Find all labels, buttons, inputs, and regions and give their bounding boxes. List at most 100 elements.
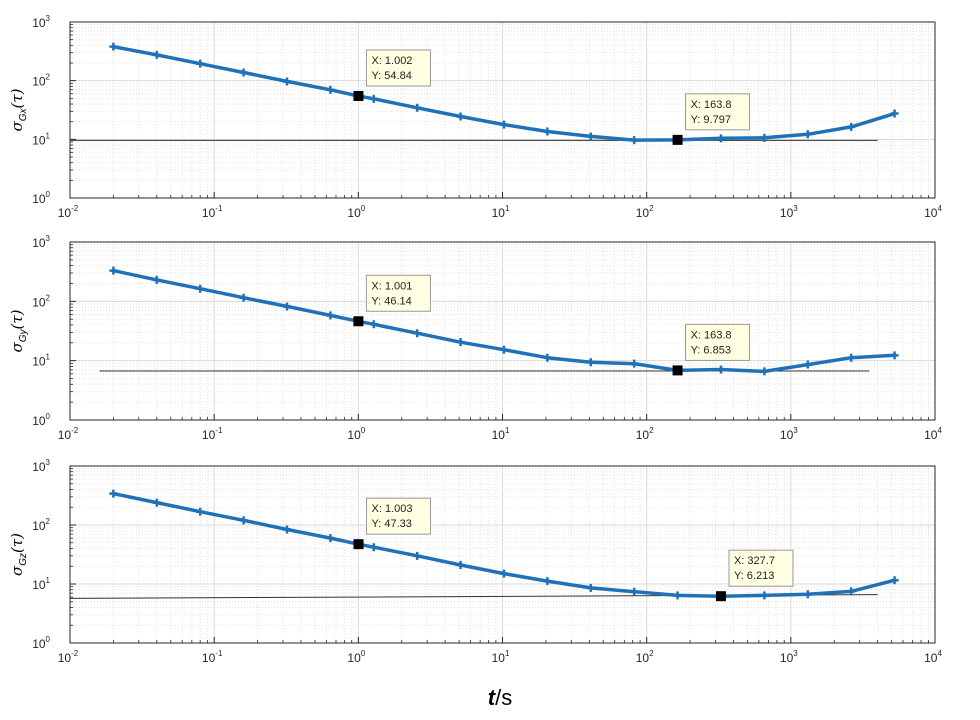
data-point xyxy=(630,587,639,596)
x-axis-label: t/s xyxy=(488,685,512,710)
datatip-y-label: Y: 46.14 xyxy=(371,295,411,307)
panel-2: 10-2 10-1 100 101 102 103 104 100 101 102 103 σGy(τ… xyxy=(8,234,942,442)
datatip-x-label: X: 327.7 xyxy=(734,555,775,567)
x-tick-label: 102 xyxy=(636,204,654,220)
datatip-box xyxy=(728,549,794,587)
x-tick-label: 101 xyxy=(492,426,510,442)
data-point xyxy=(413,103,422,112)
data-point xyxy=(673,591,682,600)
data-point xyxy=(499,120,508,129)
data-point xyxy=(413,551,422,560)
x-tick-label: 101 xyxy=(492,204,510,220)
x-tick-label: 102 xyxy=(636,649,654,665)
x-tick-label: 100 xyxy=(347,204,365,220)
x-tick-label: 10-1 xyxy=(202,204,223,220)
x-tick-label: 103 xyxy=(780,649,798,665)
data-point xyxy=(760,133,769,142)
data-point xyxy=(890,351,899,360)
y-tick-label: 101 xyxy=(32,353,50,369)
data-point xyxy=(760,367,769,376)
x-tick-label: 100 xyxy=(347,426,365,442)
y-axis-label: σGy(τ) xyxy=(8,309,29,352)
data-point xyxy=(369,320,378,329)
datatip-box xyxy=(365,274,431,312)
x-tick-label: 104 xyxy=(924,426,942,442)
data-point xyxy=(630,359,639,368)
x-tick-label: 103 xyxy=(780,204,798,220)
data-point xyxy=(543,577,552,586)
data-point xyxy=(196,284,205,293)
data-point xyxy=(803,130,812,139)
data-point xyxy=(413,329,422,338)
datatip-x-label: X: 163.8 xyxy=(691,329,732,341)
series-line xyxy=(113,44,896,142)
data-point xyxy=(282,77,291,86)
y-tick-label: 102 xyxy=(32,293,50,309)
x-tick-label: 10-2 xyxy=(58,649,79,665)
y-tick-label: 101 xyxy=(32,131,50,147)
x-tick-label: 103 xyxy=(780,426,798,442)
x-tick-label: 104 xyxy=(924,649,942,665)
datatip-y-label: Y: 6.853 xyxy=(691,344,731,356)
datatip-marker xyxy=(353,539,364,550)
data-point xyxy=(456,338,465,347)
y-tick-label: 101 xyxy=(32,576,50,592)
data-point xyxy=(456,560,465,569)
datatip-box xyxy=(685,93,751,131)
data-point xyxy=(239,68,248,77)
data-point xyxy=(326,85,335,94)
data-point xyxy=(196,507,205,516)
x-tick-label: 104 xyxy=(924,204,942,220)
data-point xyxy=(369,543,378,552)
panel-1: 10-2 10-1 100 101 102 103 104 100 101 102 103 σGx(τ… xyxy=(8,14,942,220)
series-line xyxy=(113,268,895,374)
data-point xyxy=(109,266,118,275)
datatip-marker xyxy=(353,316,364,327)
panel-3: 10-2 10-1 100 101 102 103 104 100 101 102 103 σGz(τ… xyxy=(8,458,942,665)
data-point xyxy=(803,590,812,599)
data-point xyxy=(890,109,899,118)
data-point xyxy=(282,525,291,534)
x-tick-label: 101 xyxy=(492,649,510,665)
data-point xyxy=(543,127,552,136)
data-point xyxy=(369,94,378,103)
datatip-marker xyxy=(353,90,364,101)
datatip-box xyxy=(365,49,431,87)
datatip-box xyxy=(366,497,432,535)
data-point xyxy=(847,122,856,131)
data-point xyxy=(760,591,769,600)
data-point xyxy=(499,345,508,354)
y-tick-label: 102 xyxy=(32,517,50,533)
data-point xyxy=(196,59,205,68)
x-tick-label: 10-1 xyxy=(202,649,223,665)
y-tick-label: 100 xyxy=(32,635,50,651)
data-point xyxy=(630,136,639,145)
y-tick-label: 100 xyxy=(32,412,50,428)
data-point xyxy=(847,353,856,362)
data-point xyxy=(586,358,595,367)
y-tick-label: 102 xyxy=(32,73,50,89)
data-point xyxy=(239,293,248,302)
data-point xyxy=(326,311,335,320)
data-point xyxy=(152,50,161,59)
datatip-marker xyxy=(672,134,683,145)
grid xyxy=(70,242,935,420)
data-point xyxy=(152,498,161,507)
data-point xyxy=(847,587,856,596)
y-axis-label: σGz(τ) xyxy=(8,533,29,576)
series-line xyxy=(113,491,896,598)
x-tick-label: 10-2 xyxy=(58,204,79,220)
data-point xyxy=(326,534,335,543)
datatip-y-label: Y: 47.33 xyxy=(372,518,412,530)
datatip-marker xyxy=(715,591,726,602)
data-point xyxy=(543,353,552,362)
data-point xyxy=(499,569,508,578)
data-point xyxy=(890,576,899,585)
y-tick-label: 103 xyxy=(32,14,50,30)
data-point xyxy=(109,489,118,498)
datatip-x-label: X: 163.8 xyxy=(691,99,732,111)
data-point xyxy=(586,583,595,592)
y-tick-label: 100 xyxy=(32,190,50,206)
